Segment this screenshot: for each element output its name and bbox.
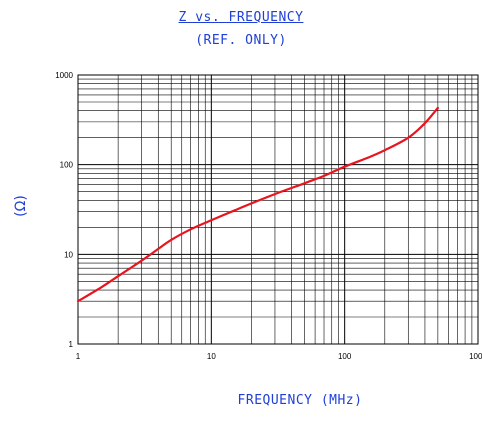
chart-subtitle: (REF. ONLY) bbox=[195, 33, 287, 48]
y-tick-label: 1000 bbox=[55, 71, 73, 80]
x-axis-label: FREQUENCY (MHz) bbox=[237, 393, 363, 408]
impedance-series-line bbox=[76, 106, 439, 303]
y-tick-label: 100 bbox=[60, 161, 74, 170]
chart-title: Z vs. FREQUENCY bbox=[178, 10, 304, 25]
x-tick-label: 10 bbox=[207, 352, 216, 361]
plot-frame bbox=[77, 74, 479, 345]
y-tick-label: 10 bbox=[64, 250, 73, 259]
x-tick-label: 1000 bbox=[469, 352, 482, 361]
y-tick-label: 1 bbox=[69, 340, 74, 349]
x-tick-label: 100 bbox=[338, 352, 352, 361]
x-tick-label: 1 bbox=[76, 352, 81, 361]
